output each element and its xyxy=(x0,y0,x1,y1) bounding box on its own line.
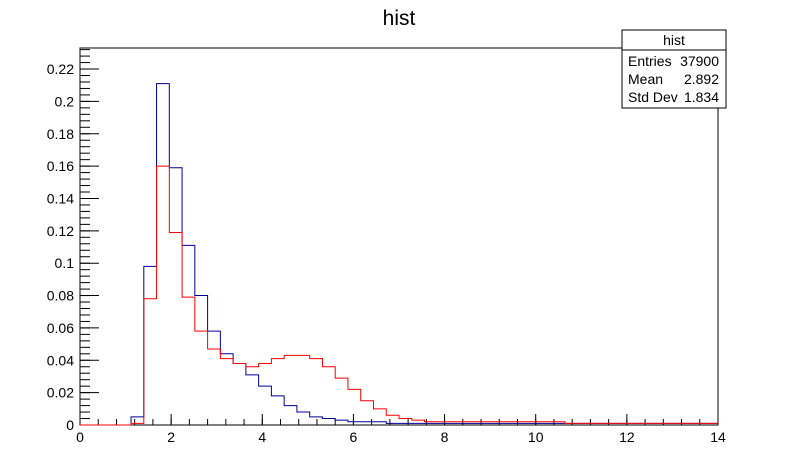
y-tick-label: 0.14 xyxy=(47,190,74,206)
y-tick-label: 0.18 xyxy=(47,126,74,142)
x-tick-label: 6 xyxy=(350,429,358,445)
x-tick-label: 4 xyxy=(258,429,266,445)
x-tick-label: 14 xyxy=(710,429,726,445)
y-tick-labels: 0 0.02 0.04 0.06 0.08 0.1 0.12 0.14 0.16 0.18 0.2 0… xyxy=(47,61,74,433)
stats-box[interactable]: hist Entries 37900 Mean 2.892 Std Dev 1.… xyxy=(621,29,727,109)
histogram-series-group xyxy=(80,83,718,426)
stats-mean-label: Mean xyxy=(628,71,663,87)
x-tick-label: 8 xyxy=(441,429,449,445)
stats-entries-label: Entries xyxy=(628,53,672,69)
plot-frame xyxy=(79,47,719,426)
y-tick-label: 0.08 xyxy=(47,288,74,304)
y-tick-label: 0.12 xyxy=(47,223,74,239)
stats-mean-value: 2.892 xyxy=(684,71,719,87)
stats-stddev-value: 1.834 xyxy=(684,89,719,105)
histogram-series-1 xyxy=(80,83,718,426)
y-tick-label: 0.04 xyxy=(47,352,74,368)
axis-ticks xyxy=(79,49,719,426)
y-tick-label: 0.22 xyxy=(47,61,74,77)
histogram-series-2 xyxy=(80,165,718,426)
y-tick-label: 0.02 xyxy=(47,385,74,401)
stats-entries-value: 37900 xyxy=(680,53,719,69)
x-tick-label: 10 xyxy=(528,429,544,445)
stats-box-title: hist xyxy=(663,32,685,48)
y-tick-label: 0 xyxy=(66,417,74,433)
x-tick-labels: 0 2 4 6 8 10 12 14 xyxy=(76,429,726,445)
x-tick-label: 12 xyxy=(619,429,635,445)
stats-stddev-label: Std Dev xyxy=(628,89,678,105)
y-tick-label: 0.2 xyxy=(55,93,75,109)
y-tick-label: 0.1 xyxy=(55,255,75,271)
chart-title: hist xyxy=(383,7,416,30)
y-tick-label: 0.16 xyxy=(47,158,74,174)
y-tick-label: 0.06 xyxy=(47,320,74,336)
x-tick-label: 2 xyxy=(167,429,175,445)
x-tick-label: 0 xyxy=(76,429,84,445)
stats-box-frame xyxy=(621,29,727,109)
